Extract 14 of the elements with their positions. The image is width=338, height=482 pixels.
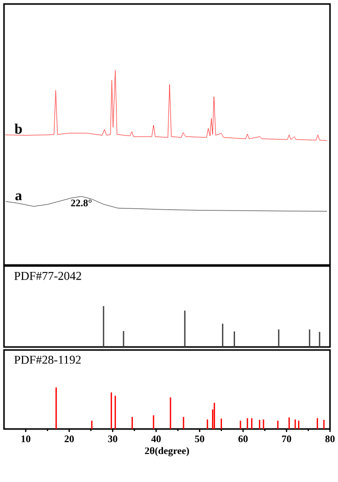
x-tick-label: 30 [108, 436, 118, 442]
x-tick-label: 40 [151, 436, 161, 442]
annotation: 22.8° [70, 200, 92, 206]
series-label: a [15, 193, 22, 200]
x-tick-label: 70 [282, 436, 291, 442]
series-label: b [14, 124, 22, 134]
x-tick-label: 50 [194, 436, 204, 442]
x-axis-title: 2θ(degree) [144, 447, 189, 456]
chart-title: PDF#28-1192 [14, 356, 80, 364]
x-tick-label: 60 [238, 436, 248, 442]
x-tick-label: 10 [21, 436, 30, 442]
x-tick-label: 20 [64, 436, 74, 442]
chart-title: PDF#77-2042 [14, 272, 81, 280]
x-tick-label: 80 [325, 436, 334, 442]
